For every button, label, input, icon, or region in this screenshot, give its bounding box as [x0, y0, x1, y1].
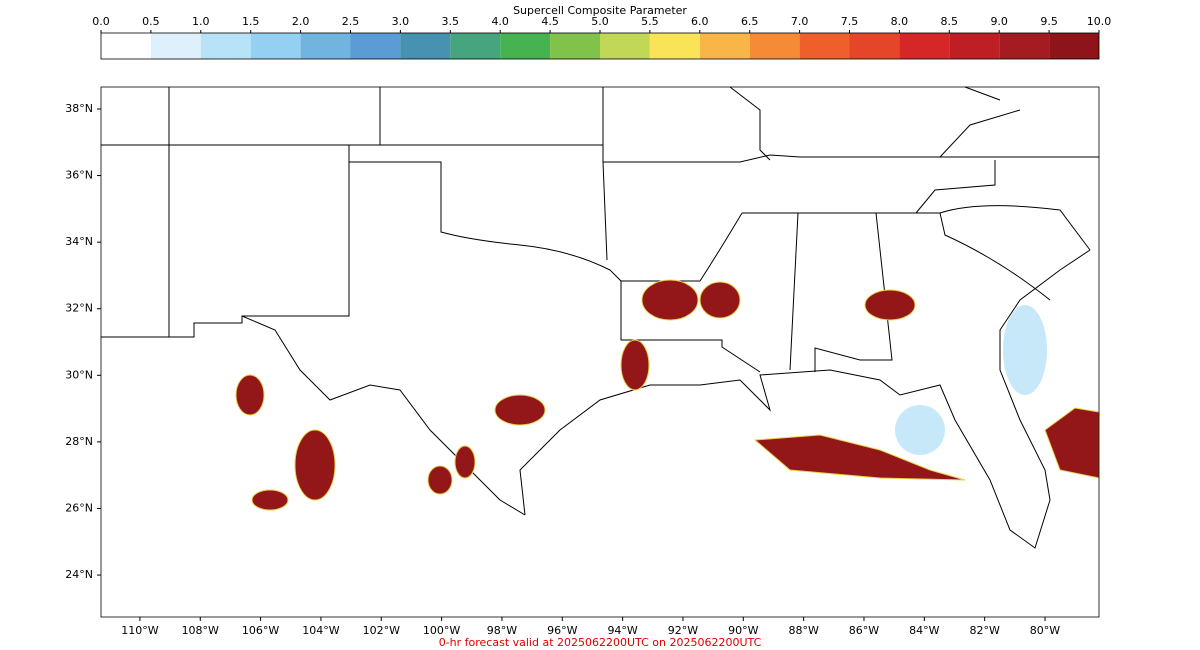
colorbar-tick-label: 5.0: [591, 15, 609, 28]
colorbar-title: Supercell Composite Parameter: [513, 4, 687, 17]
x-tick-label: 102°W: [363, 624, 400, 637]
colorbar-bin: [450, 33, 501, 59]
x-tick-label: 88°W: [788, 624, 818, 637]
y-tick-label: 26°N: [65, 501, 93, 514]
colorbar-tick-label: 10.0: [1087, 15, 1112, 28]
colorbar-tick-label: 4.0: [491, 15, 509, 28]
y-tick-label: 38°N: [65, 102, 93, 115]
colorbar-tick-label: 2.0: [292, 15, 310, 28]
colorbar-bin: [350, 33, 401, 59]
colorbar-tick-label: 7.5: [841, 15, 859, 28]
colorbar-tick-label: 0.0: [92, 15, 110, 28]
scp-area: [620, 339, 650, 391]
colorbar-bin: [600, 33, 650, 59]
x-tick-label: 92°W: [668, 624, 698, 637]
colorbar-tick-label: 1.5: [242, 15, 260, 28]
colorbar-tick-label: 0.5: [142, 15, 160, 28]
map-frame: [100, 86, 1100, 618]
colorbar-tick-label: 6.0: [691, 15, 709, 28]
colorbar-bin: [300, 33, 351, 59]
y-tick-label: 34°N: [65, 235, 93, 248]
x-tick-label: 108°W: [182, 624, 219, 637]
scp-area: [1044, 407, 1100, 479]
x-tick-label: 106°W: [242, 624, 279, 637]
colorbar-bin: [400, 33, 451, 59]
x-tick-label: 82°W: [969, 624, 999, 637]
international-border: [241, 315, 526, 516]
colorbar-bin: [1049, 33, 1099, 59]
scp-area: [895, 405, 945, 455]
x-tick-label: 84°W: [909, 624, 939, 637]
scp-area: [1003, 305, 1047, 395]
x-tick-label: 98°W: [487, 624, 517, 637]
scp-area: [753, 434, 966, 481]
colorbar-tick-label: 8.0: [891, 15, 909, 28]
scp-area: [641, 279, 699, 321]
colorbar-bin: [649, 33, 700, 59]
scp-area: [494, 394, 546, 426]
colorbar-tick-label: 7.0: [791, 15, 809, 28]
y-tick-label: 32°N: [65, 302, 93, 315]
colorbar-bin: [550, 33, 600, 59]
colorbar-tick-label: 9.5: [1040, 15, 1058, 28]
colorbar-bin: [799, 33, 850, 59]
y-tick-label: 30°N: [65, 368, 93, 381]
colorbar-bin: [200, 33, 251, 59]
colorbar-bin: [699, 33, 750, 59]
y-tick-label: 36°N: [65, 169, 93, 182]
colorbar-bin: [500, 33, 551, 59]
state-borders: [101, 86, 1099, 373]
x-tick-label: 94°W: [607, 624, 637, 637]
colorbar-tick-label: 4.5: [541, 15, 559, 28]
colorbar-tick-label: 3.5: [442, 15, 460, 28]
scp-area: [427, 465, 453, 495]
colorbar-bin: [999, 33, 1050, 59]
scp-area: [699, 281, 741, 319]
colorbar-tick-label: 9.0: [990, 15, 1008, 28]
x-tick-label: 90°W: [728, 624, 758, 637]
colorbar-bin: [150, 33, 201, 59]
coastline: [519, 249, 1091, 549]
scp-area: [251, 489, 289, 511]
x-tick-label: 80°W: [1030, 624, 1060, 637]
x-tick-label: 100°W: [423, 624, 460, 637]
colorbar-bin: [899, 33, 950, 59]
scp-area: [864, 289, 916, 321]
colorbar-bin: [949, 33, 1000, 59]
scp-area: [235, 374, 265, 416]
y-tick-label: 28°N: [65, 435, 93, 448]
colorbar-tick-label: 5.5: [641, 15, 659, 28]
colorbar-bin: [250, 33, 301, 59]
x-tick-label: 86°W: [849, 624, 879, 637]
y-tick-label: 24°N: [65, 568, 93, 581]
colorbar-tick-label: 1.0: [192, 15, 210, 28]
x-tick-label: 104°W: [302, 624, 339, 637]
colorbar-tick-label: 2.5: [342, 15, 360, 28]
scp-area: [454, 445, 476, 479]
map-layer: [101, 86, 1100, 549]
x-tick-label: 96°W: [547, 624, 577, 637]
footer: 0-hr forecast valid at 2025062200UTC on …: [439, 636, 762, 649]
scp-area: [294, 429, 336, 501]
x-tick-label: 110°W: [121, 624, 158, 637]
colorbar-bin: [101, 33, 151, 59]
colorbar-bin: [749, 33, 800, 59]
colorbar-tick-label: 6.5: [741, 15, 759, 28]
colorbar-tick-label: 8.5: [941, 15, 959, 28]
colorbar-tick-label: 3.0: [392, 15, 410, 28]
colorbar-bin: [849, 33, 900, 59]
